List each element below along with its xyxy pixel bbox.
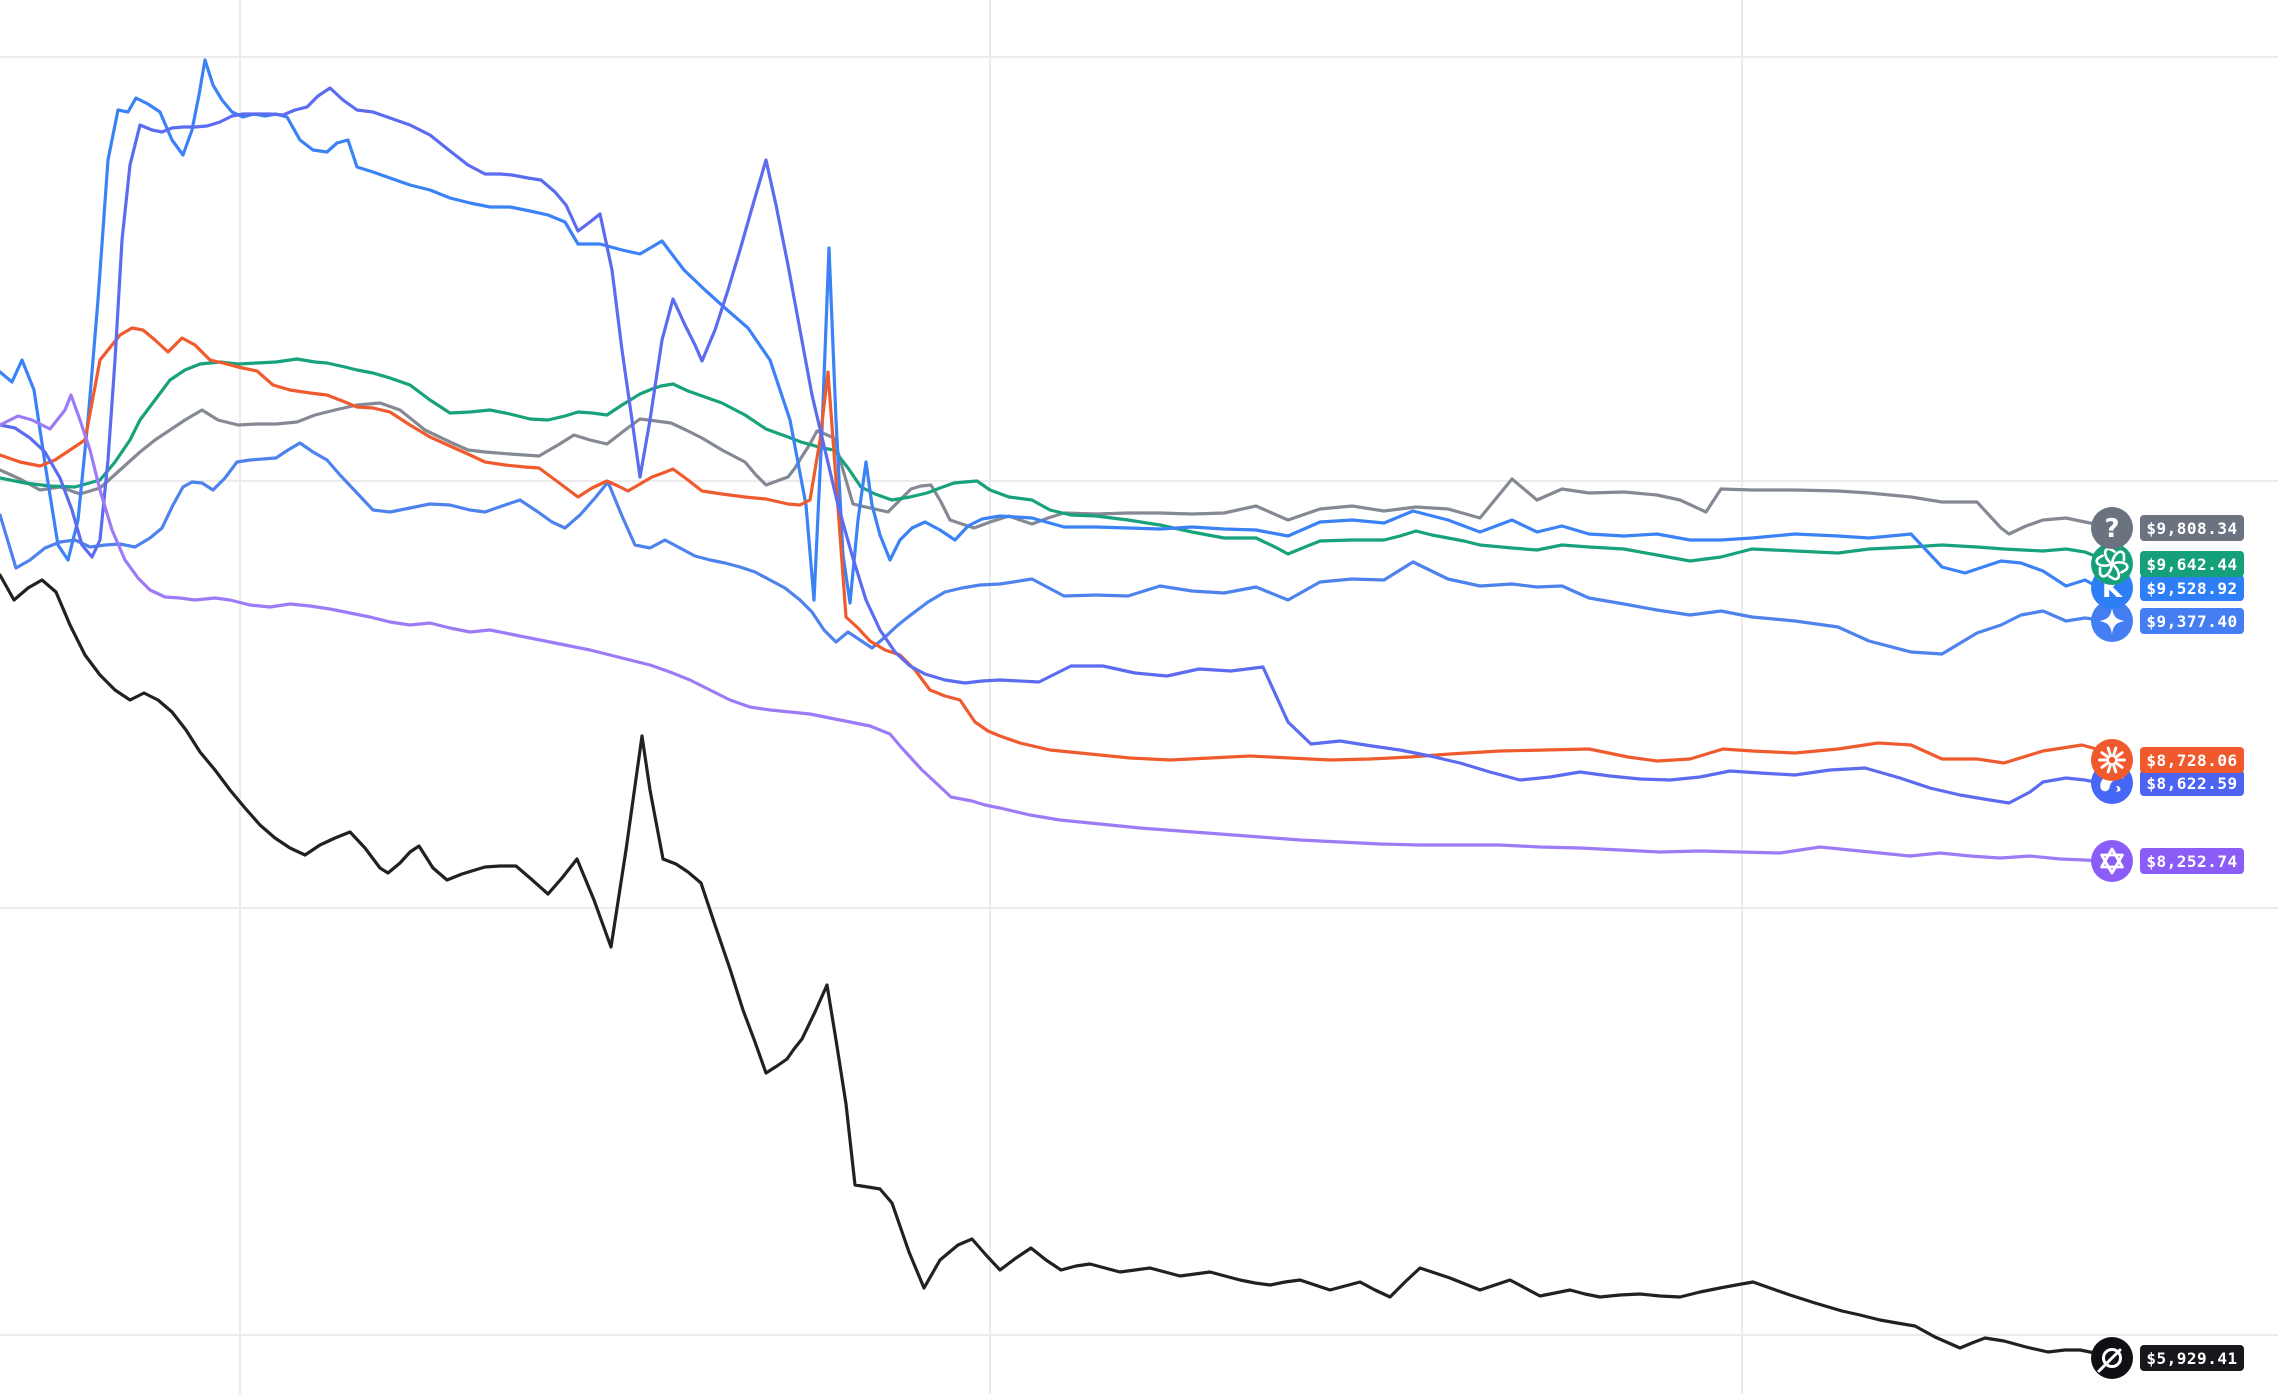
- endpoint-gemini: $9,377.40: [2091, 600, 2244, 642]
- grok-price-label: $5,929.41: [2146, 1349, 2237, 1368]
- claude-price-label: $8,728.06: [2146, 751, 2237, 770]
- mystery-model-price-badge: [2140, 515, 2244, 541]
- openai-endpoint-icon[interactable]: [2091, 543, 2133, 585]
- claude-endpoint-icon[interactable]: [2091, 739, 2133, 781]
- series-line-qwen: [0, 393, 2122, 863]
- endpoint-openai: $9,642.44: [2091, 543, 2244, 585]
- endpoint-mystery-model: ? $9,808.34: [2091, 507, 2244, 549]
- grok-endpoint-icon[interactable]: [2091, 1337, 2133, 1379]
- series-line-claude: [0, 326, 2122, 765]
- series-line-openai: [0, 357, 2122, 566]
- qwen-endpoint-icon[interactable]: [2091, 840, 2133, 882]
- deepseek-price-badge: [2140, 770, 2244, 796]
- qwen-price-badge: [2140, 848, 2244, 874]
- series-line-kimi: [0, 58, 2122, 605]
- openai-price-label: $9,642.44: [2146, 555, 2237, 574]
- kimi-price-label: $9,528.92: [2146, 579, 2237, 598]
- claude-sunburst-icon: [2098, 746, 2126, 774]
- qwen-icon-circle[interactable]: [2091, 840, 2133, 882]
- series-line-grok: [0, 573, 2122, 1360]
- gemini-price-badge: [2140, 608, 2244, 634]
- qwen-icon: [2100, 847, 2124, 875]
- openai-icon: [2095, 547, 2129, 581]
- question-icon: ?: [2104, 514, 2119, 544]
- gemini-price-label: $9,377.40: [2146, 612, 2237, 631]
- deepseek-price-label: $8,622.59: [2146, 774, 2237, 793]
- mystery-model-price-label: $9,808.34: [2146, 519, 2237, 538]
- gemini-endpoint-icon[interactable]: [2091, 600, 2133, 642]
- mystery-model-endpoint-icon[interactable]: ?: [2091, 507, 2133, 549]
- claude-icon-circle[interactable]: [2091, 739, 2133, 781]
- claude-price-badge: [2140, 747, 2244, 773]
- gemini-star-icon: [2099, 608, 2125, 634]
- endpoint-claude: $8,728.06: [2091, 739, 2244, 781]
- kimi-price-badge: [2140, 575, 2244, 601]
- grok-price-badge: [2140, 1345, 2244, 1371]
- endpoint-qwen: $8,252.74: [2091, 840, 2244, 882]
- qwen-price-label: $8,252.74: [2146, 852, 2237, 871]
- mystery-model-icon-circle[interactable]: [2091, 507, 2133, 549]
- grok-icon: [2097, 1348, 2122, 1373]
- openai-price-badge: [2140, 551, 2244, 577]
- series-line-deepseek: [0, 86, 2122, 805]
- endpoint-grok: $5,929.41: [2091, 1337, 2244, 1379]
- series-line-gemini: [0, 441, 2122, 656]
- series-line-mystery-model: [0, 401, 2122, 536]
